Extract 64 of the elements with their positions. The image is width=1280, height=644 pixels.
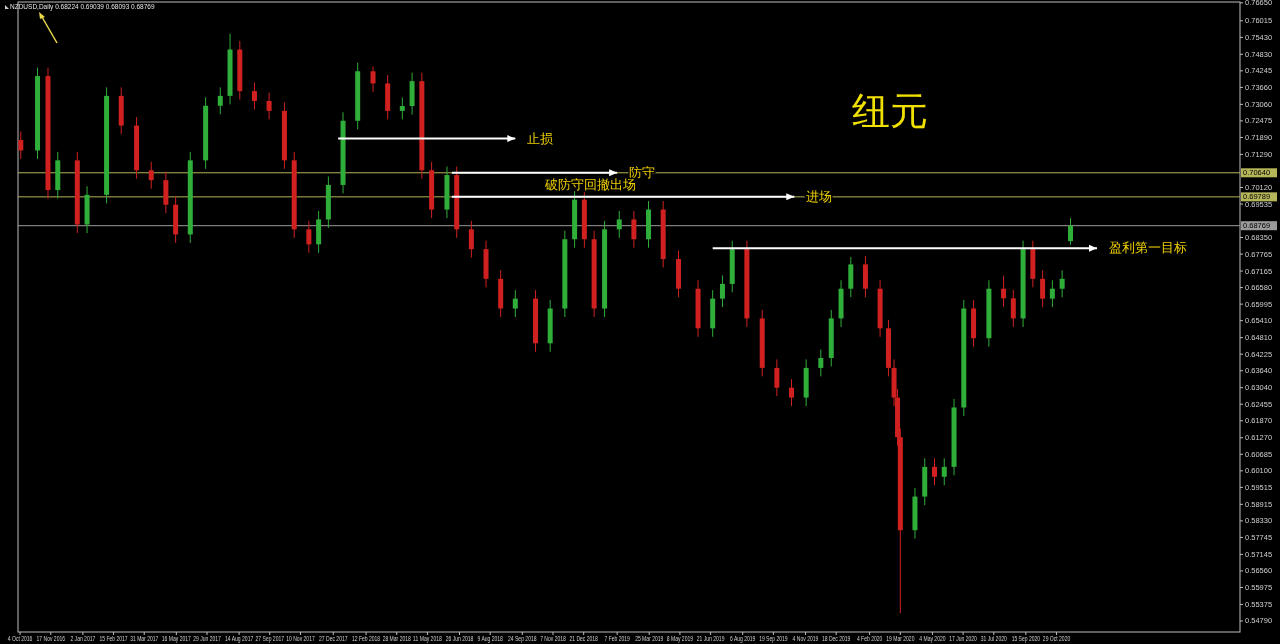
candlestick: [370, 65, 376, 93]
x-tick-label: 27 Dec 2017: [319, 634, 349, 643]
candlestick: [1049, 279, 1055, 308]
x-tick-label: 29 Oct 2020: [1042, 634, 1071, 643]
x-tick-label: 8 May 2019: [666, 634, 694, 643]
candlestick: [1059, 269, 1065, 298]
x-tick-label: 4 May 2020: [919, 634, 947, 643]
x-tick-label: 19 Mar 2020: [886, 634, 915, 643]
x-tick-label: 16 May 2017: [161, 634, 192, 643]
x-tick-label: 6 Aug 2019: [729, 634, 756, 643]
x-tick-label: 18 Dec 2019: [821, 634, 851, 643]
candlestick: [774, 358, 780, 397]
candlestick: [1010, 289, 1016, 328]
x-tick-label: 17 Jun 2020: [949, 634, 978, 643]
candlestick: [631, 210, 637, 249]
candlestick: [217, 86, 223, 115]
candlestick: [932, 457, 937, 486]
annotation: 盈利第一目标: [1109, 240, 1188, 256]
candlestick: [18, 131, 24, 160]
x-tick-label: 26 Jun 2018: [445, 634, 474, 643]
x-tick-label: 15 Feb 2017: [99, 634, 129, 643]
candlestick: [148, 161, 154, 190]
x-tick-label: 12 Feb 2018: [351, 634, 381, 643]
x-tick-label: 27 Sep 2017: [255, 634, 285, 643]
x-tick-label: 21 Jun 2019: [696, 634, 725, 643]
candlestick: [251, 82, 257, 110]
x-tick-label: 14 Aug 2017: [225, 634, 254, 643]
x-tick-label: 9 Aug 2018: [477, 634, 504, 643]
x-tick-label: 21 Dec 2018: [569, 634, 599, 643]
candlestick: [468, 220, 474, 259]
candlestick: [266, 91, 272, 120]
x-tick-label: 4 Oct 2016: [7, 634, 33, 643]
candlestick: [306, 220, 312, 254]
x-tick-label: 15 Sep 2020: [1011, 634, 1041, 643]
annotation: 破防守回撤出场: [543, 177, 636, 192]
x-tick-label: 24 Sep 2018: [508, 634, 538, 643]
x-tick-label: 29 Jun 2017: [193, 634, 222, 643]
x-tick-label: 4 Feb 2020: [856, 634, 883, 643]
x-tick-label: 2 Jan 2017: [70, 634, 96, 643]
candlestick: [1068, 217, 1074, 246]
candlestick: [941, 457, 947, 486]
x-tick-label: 31 Mar 2017: [130, 634, 159, 643]
candlestick: [399, 97, 405, 120]
x-tick-label: 17 Nov 2016: [36, 634, 66, 643]
x-tick-label: 11 May 2018: [413, 634, 443, 643]
candlestick: [789, 378, 795, 407]
x-tick-label: 4 Nov 2019: [792, 634, 819, 643]
x-tick-label: 25 Mar 2019: [635, 634, 664, 643]
x-tick-label: 7 Nov 2018: [540, 634, 567, 643]
annotation: 防守: [629, 164, 656, 180]
candlestick: [719, 274, 725, 308]
candlestick: [818, 349, 824, 377]
text: 纽元: [852, 90, 928, 132]
candlestick: [512, 289, 518, 318]
annotation: 止损: [527, 130, 554, 146]
x-tick-label: 7 Feb 2019: [604, 634, 631, 643]
x-tick-label: 31 Jul 2020: [980, 634, 1008, 643]
candlestick: [616, 210, 622, 239]
candlestick: [1040, 269, 1046, 308]
x-tick-label: 19 Sep 2019: [759, 634, 789, 643]
x-tick-label: 28 Mar 2018: [382, 634, 412, 643]
x-tick-label: 10 Nov 2017: [286, 634, 316, 643]
annotation: 进场: [806, 188, 833, 204]
candlestick: [1001, 275, 1007, 308]
